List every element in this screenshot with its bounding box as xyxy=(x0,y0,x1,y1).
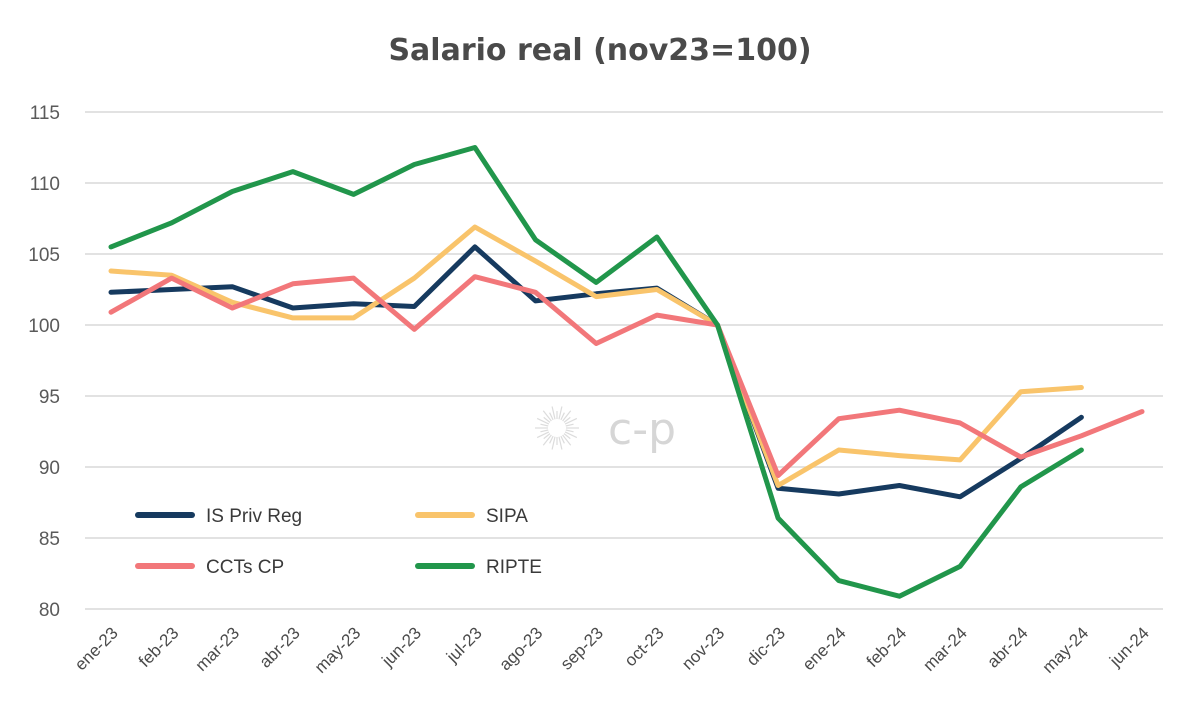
y-tick-label: 80 xyxy=(39,600,60,621)
watermark-ray xyxy=(558,436,563,450)
x-tick-label: feb-23 xyxy=(135,623,183,671)
legend-item: IS Priv Reg xyxy=(135,506,302,527)
watermark-ray xyxy=(564,417,578,425)
legend-label: IS Priv Reg xyxy=(206,506,302,527)
watermark-ray xyxy=(542,434,552,446)
watermark-ray xyxy=(563,416,571,423)
legend-item: RIPTE xyxy=(415,557,542,578)
x-tick-label: may-24 xyxy=(1039,623,1093,677)
x-tick-label: may-23 xyxy=(311,623,365,677)
x-tick-label: dic-23 xyxy=(743,623,789,669)
y-tick-label: 100 xyxy=(28,316,60,337)
legend-item: CCTs CP xyxy=(135,557,284,578)
watermark-ray xyxy=(560,412,565,421)
x-tick-label: abr-24 xyxy=(983,623,1031,671)
x-tick-label: oct-23 xyxy=(621,623,668,670)
legend-label: CCTs CP xyxy=(206,557,284,578)
watermark-ray xyxy=(543,433,551,440)
watermark-ray xyxy=(551,436,556,450)
watermark-ray xyxy=(562,434,572,446)
chart-title: Salario real (nov23=100) xyxy=(388,33,811,68)
watermark-ray xyxy=(562,410,572,422)
y-tick-label: 95 xyxy=(39,387,60,408)
watermark-ray xyxy=(564,431,578,439)
watermark-ray xyxy=(565,423,574,427)
x-tick-label: abr-23 xyxy=(256,623,304,671)
legend-item: SIPA xyxy=(415,506,528,527)
x-tick-label: jun-23 xyxy=(378,623,426,671)
watermark-ray xyxy=(560,435,565,444)
watermark-text: c-p xyxy=(608,404,676,455)
watermark-ray xyxy=(551,406,556,420)
y-tick-label: 115 xyxy=(30,103,60,124)
x-tick-label: nov-23 xyxy=(678,623,728,673)
watermark-ray xyxy=(549,412,554,421)
x-tick-label: ene-23 xyxy=(71,623,122,674)
watermark-ray xyxy=(542,410,552,422)
x-tick-label: feb-24 xyxy=(863,623,911,671)
watermark-ray xyxy=(536,417,550,425)
watermark-ray xyxy=(543,416,551,423)
x-tick-label: sep-23 xyxy=(557,623,607,673)
y-tick-label: 90 xyxy=(39,458,60,479)
watermark-ray xyxy=(563,433,571,440)
watermark-ray xyxy=(549,435,554,444)
watermark-ray xyxy=(540,423,549,427)
x-tick-label: mar-23 xyxy=(192,623,244,675)
y-tick-label: 105 xyxy=(28,245,60,266)
watermark-ray xyxy=(536,431,550,439)
y-axis-ticks: 80 85 90 95 100 105 110 115 xyxy=(28,103,60,621)
legend-label: RIPTE xyxy=(486,557,542,578)
watermark-ray xyxy=(558,406,563,420)
series-lines xyxy=(108,145,1145,599)
x-tick-label: ago-23 xyxy=(496,623,547,674)
watermark-logo: c-p xyxy=(535,404,676,455)
legend-label: SIPA xyxy=(486,506,528,527)
y-tick-label: 85 xyxy=(39,529,60,550)
x-tick-label: ene-24 xyxy=(799,623,850,674)
series-line-ripte xyxy=(108,145,1084,599)
x-tick-label: jul-23 xyxy=(442,623,486,667)
watermark-ray xyxy=(565,429,574,433)
y-tick-label: 110 xyxy=(30,174,60,195)
x-tick-label: jun-24 xyxy=(1105,623,1153,671)
legend: IS Priv Reg SIPA CCTs CP RIPTE xyxy=(135,506,542,578)
x-tick-label: mar-24 xyxy=(919,623,971,675)
x-axis-ticks: ene-23 feb-23 mar-23 abr-23 may-23 jun-23 jul-… xyxy=(71,623,1153,677)
watermark-ray xyxy=(540,429,549,433)
series-line-ccts-cp xyxy=(108,274,1145,478)
series-line-sipa xyxy=(108,224,1084,488)
